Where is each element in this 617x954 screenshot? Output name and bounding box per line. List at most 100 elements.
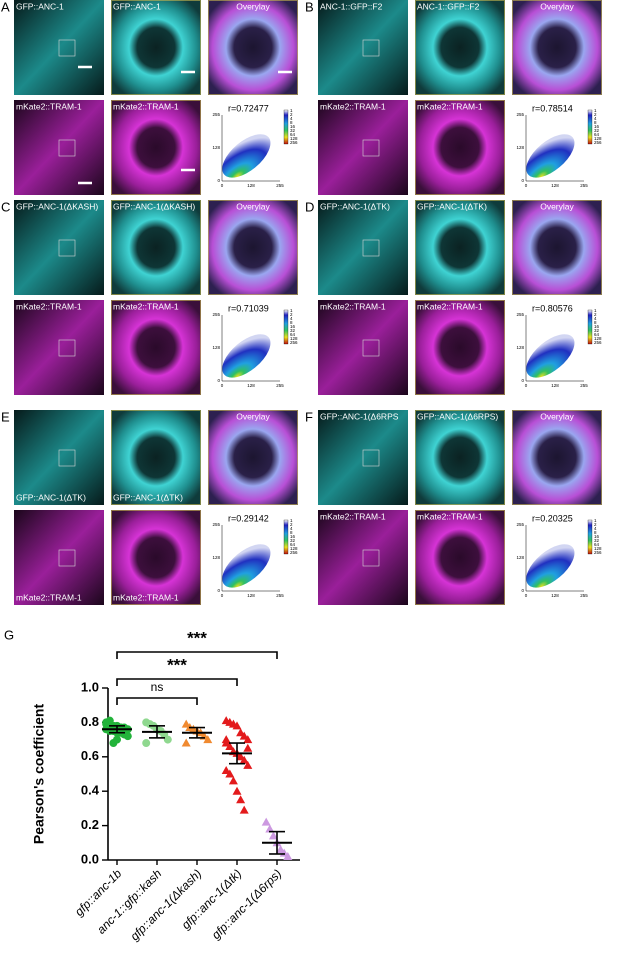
panel-letter: F bbox=[305, 409, 313, 424]
image-label: GFP::ANC-1(ΔTK) bbox=[417, 201, 487, 211]
colorbar-label: 4 bbox=[290, 116, 293, 121]
scatter-cloud bbox=[222, 334, 271, 378]
colorbar-label: 64 bbox=[290, 132, 296, 137]
micrograph bbox=[111, 300, 201, 395]
inset-tick-label: 128 bbox=[212, 555, 220, 560]
roi-box bbox=[362, 39, 380, 57]
significance-bracket bbox=[116, 678, 238, 686]
roi-box bbox=[58, 339, 76, 357]
colorbar-label: 8 bbox=[594, 320, 597, 325]
correlation-r: r=0.29142 bbox=[228, 513, 269, 523]
colorbar-label: 16 bbox=[594, 534, 600, 539]
data-point bbox=[239, 805, 249, 814]
inset-tick-label: 0 bbox=[221, 183, 224, 188]
colorbar-label: 32 bbox=[594, 538, 600, 543]
colorbar-label: 128 bbox=[594, 336, 602, 341]
colorbar-label: 16 bbox=[594, 324, 600, 329]
data-point bbox=[225, 741, 235, 750]
image-label: mKate2::TRAM-1 bbox=[417, 511, 483, 521]
image-label: Overylay bbox=[236, 411, 270, 421]
data-point bbox=[221, 735, 231, 744]
correlation-r: r=0.80576 bbox=[532, 303, 573, 313]
colorbar-label: 8 bbox=[290, 530, 293, 535]
image-label: GFP::ANC-1 bbox=[113, 1, 161, 11]
inset-tick-label: 255 bbox=[580, 183, 588, 188]
data-point bbox=[283, 852, 293, 861]
image-label: mKate2::TRAM-1 bbox=[320, 511, 386, 521]
inset-tick-label: 128 bbox=[551, 593, 559, 598]
colorbar-label: 2 bbox=[290, 112, 293, 117]
colorbar bbox=[283, 109, 289, 145]
data-point bbox=[236, 795, 246, 804]
significance-bracket bbox=[116, 697, 198, 705]
micrograph bbox=[208, 410, 298, 505]
colorbar-label: 128 bbox=[290, 336, 298, 341]
micrograph bbox=[512, 410, 602, 505]
significance-bracket bbox=[116, 651, 278, 659]
inset-tick-label: 128 bbox=[551, 183, 559, 188]
inset-tick-label: 0 bbox=[521, 588, 524, 593]
image-label: GFP::ANC-1(Δ6RPS bbox=[320, 411, 399, 421]
significance-label: *** bbox=[187, 628, 207, 647]
colorbar-label: 256 bbox=[290, 340, 298, 345]
colorbar-label: 32 bbox=[290, 128, 296, 133]
data-point bbox=[105, 716, 114, 725]
colorbar-label: 1 bbox=[594, 308, 597, 313]
image-label: mKate2::TRAM-1 bbox=[16, 592, 82, 602]
colorbar-label: 1 bbox=[290, 518, 293, 523]
micrograph-frame bbox=[512, 410, 602, 505]
image-label: Overylay bbox=[540, 1, 574, 11]
micrograph-frame bbox=[111, 0, 201, 95]
micrograph bbox=[415, 410, 505, 505]
inset-tick-label: 255 bbox=[276, 593, 284, 598]
inset-tick-label: 0 bbox=[525, 593, 528, 598]
panel-letter: E bbox=[1, 409, 10, 424]
data-point bbox=[239, 755, 249, 764]
roi-box bbox=[362, 139, 380, 157]
inset-tick-label: 255 bbox=[212, 522, 220, 527]
inset-tick-label: 0 bbox=[221, 593, 224, 598]
colorbar-label: 64 bbox=[290, 332, 296, 337]
micrograph bbox=[415, 300, 505, 395]
micrograph-frame bbox=[208, 200, 298, 295]
y-axis-title: Pearson's coefficient bbox=[31, 704, 47, 845]
inset-tick-label: 128 bbox=[247, 593, 255, 598]
image-label: Overylay bbox=[540, 201, 574, 211]
roi-box bbox=[362, 339, 380, 357]
image-label: GFP::ANC-1(ΔTK) bbox=[16, 492, 86, 502]
y-tick-label: 0.6 bbox=[81, 748, 99, 763]
micrograph-frame bbox=[415, 510, 505, 605]
significance-label: ns bbox=[151, 680, 164, 694]
image-label: mKate2::TRAM-1 bbox=[417, 301, 483, 311]
x-tick-label: gfp::anc-1(Δkash) bbox=[127, 866, 204, 943]
image-label: GFP::ANC-1(ΔTK) bbox=[320, 201, 390, 211]
colorbar-label: 2 bbox=[594, 522, 597, 527]
inset-tick-label: 128 bbox=[516, 345, 524, 350]
micrograph bbox=[111, 510, 201, 605]
colorbar-label: 4 bbox=[290, 526, 293, 531]
data-point bbox=[225, 769, 235, 778]
colorbar-label: 128 bbox=[594, 136, 602, 141]
image-label: GFP::ANC-1 bbox=[16, 1, 64, 11]
colorbar-label: 4 bbox=[594, 316, 597, 321]
micrograph-frame bbox=[415, 300, 505, 395]
data-point bbox=[228, 776, 238, 785]
inset-tick-label: 255 bbox=[516, 522, 524, 527]
micrograph-frame bbox=[415, 0, 505, 95]
image-label: mKate2::TRAM-1 bbox=[320, 301, 386, 311]
y-tick-label: 0.4 bbox=[81, 783, 100, 798]
colorbar-label: 16 bbox=[290, 534, 296, 539]
inset-tick-label: 128 bbox=[551, 383, 559, 388]
inset-tick-label: 128 bbox=[247, 183, 255, 188]
image-label: GFP::ANC-1(Δ6RPS) bbox=[417, 411, 498, 421]
roi-box bbox=[58, 139, 76, 157]
micrograph bbox=[111, 100, 201, 195]
inset-tick-label: 128 bbox=[212, 145, 220, 150]
inset-tick-label: 255 bbox=[516, 312, 524, 317]
roi-box bbox=[58, 549, 76, 567]
image-label: ANC-1::GFP::F2 bbox=[417, 1, 480, 11]
image-label: GFP::ANC-1(ΔKASH) bbox=[16, 201, 98, 211]
micrograph bbox=[512, 0, 602, 95]
micrograph-frame bbox=[208, 0, 298, 95]
